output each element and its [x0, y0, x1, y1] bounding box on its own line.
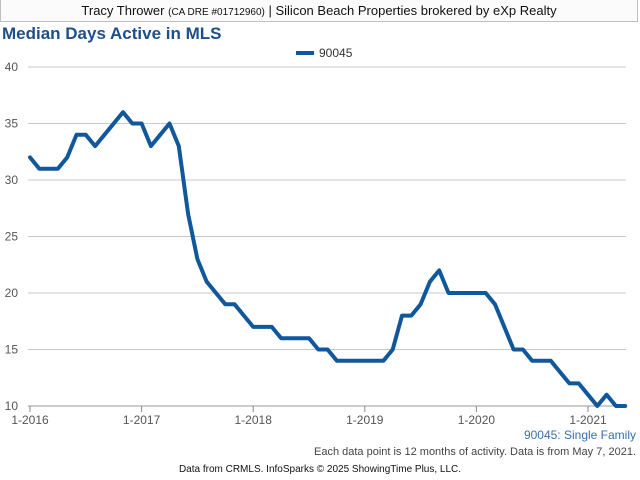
chart-grid [28, 66, 626, 407]
agent-name: Tracy Thrower [81, 3, 165, 18]
agent-license: (CA DRE #01712960) [168, 7, 265, 18]
y-tick-label: 15 [5, 343, 19, 357]
x-tick-label: 1-2019 [346, 413, 384, 427]
y-tick-label: 30 [5, 173, 19, 187]
x-tick-label: 1-2020 [458, 413, 496, 427]
chart-title: Median Days Active in MLS [2, 24, 222, 43]
legend-swatch [296, 51, 314, 55]
y-tick-label: 25 [5, 230, 19, 244]
x-tick-label: 1-2021 [569, 413, 607, 427]
footer-credit: Data from CRMLS. InfoSparks © 2025 Showi… [178, 464, 462, 475]
segment-label[interactable]: 90045: Single Family [523, 428, 636, 442]
legend-label: 90045 [319, 46, 353, 60]
x-tick-label: 1-2016 [11, 413, 49, 427]
data-note: Each data point is 12 months of activity… [313, 446, 636, 458]
y-tick-label: 40 [5, 60, 19, 74]
header-bar: Tracy Thrower (CA DRE #01712960) | Silic… [0, 0, 638, 22]
x-axis: 1-2016 1-2017 1-2018 1-2019 1-2020 1-2021 [11, 406, 607, 427]
series-group [28, 110, 628, 408]
x-tick-label: 1-2018 [235, 413, 273, 427]
y-tick-label: 20 [5, 286, 19, 300]
brokerage-name: Silicon Beach Properties brokered by eXp… [275, 3, 557, 18]
header-separator: | [268, 3, 272, 18]
chart-legend[interactable]: 90045 [296, 46, 352, 60]
y-tick-label: 35 [5, 117, 19, 131]
x-tick-label: 1-2017 [123, 413, 161, 427]
series-line-90045 [28, 110, 628, 408]
y-tick-label: 10 [5, 399, 19, 413]
y-axis: 10 15 20 25 30 35 40 [5, 60, 19, 413]
